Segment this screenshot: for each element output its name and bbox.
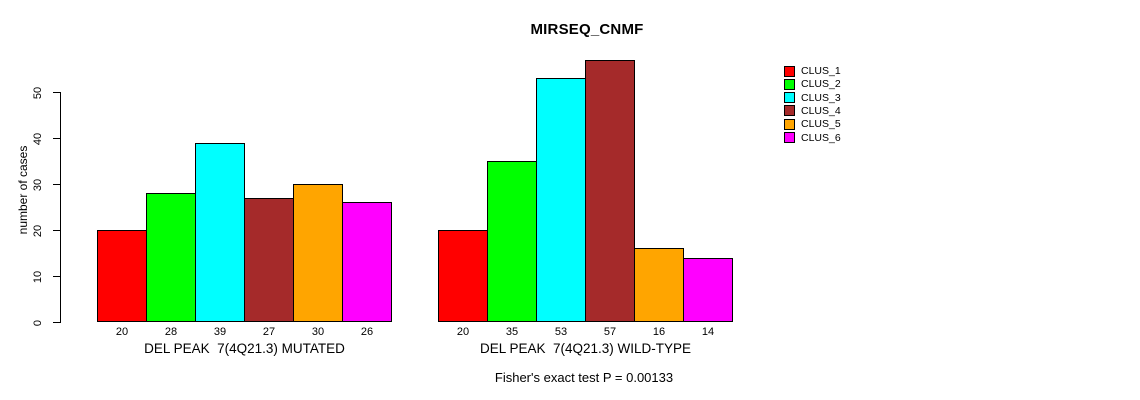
legend-label: CLUS_1 — [801, 65, 841, 77]
y-axis-tick — [53, 230, 60, 231]
legend-swatch-clus_5 — [784, 118, 795, 130]
legend-swatch-clus_1 — [784, 65, 795, 77]
bar-clus_4 — [585, 59, 635, 322]
bar-value-label: 57 — [603, 326, 617, 338]
bar-value-label: 14 — [701, 326, 715, 338]
fisher-test-annotation: Fisher's exact test P = 0.00133 — [494, 370, 674, 385]
legend-item-clus_3: CLUS_3 — [784, 91, 841, 104]
bar-clus_6 — [683, 257, 733, 322]
legend-item-clus_4: CLUS_4 — [784, 104, 841, 117]
bar-value-label: 20 — [115, 326, 129, 338]
bar-value-label: 20 — [456, 326, 470, 338]
bar-value-label: 35 — [505, 326, 519, 338]
y-axis-tick — [53, 184, 60, 185]
x-group-label: DEL PEAK 7(4Q21.3) MUTATED — [144, 341, 345, 356]
legend-label: CLUS_6 — [801, 131, 841, 144]
y-axis-tick — [53, 322, 60, 323]
y-axis-tick — [53, 92, 60, 93]
bar-clus_1 — [438, 230, 488, 322]
legend-swatch-clus_4 — [784, 105, 795, 117]
bar-value-label: 27 — [262, 326, 276, 338]
bar-value-label: 26 — [360, 326, 374, 338]
bar-clus_5 — [634, 248, 684, 322]
bar-value-label: 16 — [652, 326, 666, 338]
legend-swatch-clus_6 — [784, 132, 795, 143]
bar-value-label: 28 — [164, 326, 178, 338]
legend-item-clus_5: CLUS_5 — [784, 118, 841, 131]
legend-item-clus_1: CLUS_1 — [784, 65, 841, 78]
bar-value-label: 53 — [554, 326, 568, 338]
bar-clus_5 — [293, 184, 343, 322]
legend-label: CLUS_2 — [801, 78, 841, 91]
bar-value-label: 39 — [213, 326, 227, 338]
legend-swatch-clus_3 — [784, 92, 795, 104]
bar-clus_6 — [342, 202, 392, 322]
legend-label: CLUS_3 — [801, 91, 841, 104]
y-axis-line — [60, 92, 61, 323]
y-axis-tick — [53, 276, 60, 277]
legend-label: CLUS_5 — [801, 118, 841, 131]
bar-clus_1 — [97, 230, 147, 322]
x-group-label: DEL PEAK 7(4Q21.3) WILD-TYPE — [479, 341, 692, 356]
legend-item-clus_6: CLUS_6 — [784, 131, 841, 144]
bar-clus_3 — [536, 78, 586, 322]
legend-label: CLUS_4 — [801, 104, 841, 117]
chart-title: MIRSEQ_CNMF — [530, 21, 644, 38]
bar-value-label: 30 — [311, 326, 325, 338]
y-axis-tick — [53, 138, 60, 139]
bar-clus_4 — [244, 197, 294, 322]
legend-swatch-clus_2 — [784, 78, 795, 90]
legend-item-clus_2: CLUS_2 — [784, 78, 841, 91]
bar-clus_3 — [195, 142, 245, 322]
